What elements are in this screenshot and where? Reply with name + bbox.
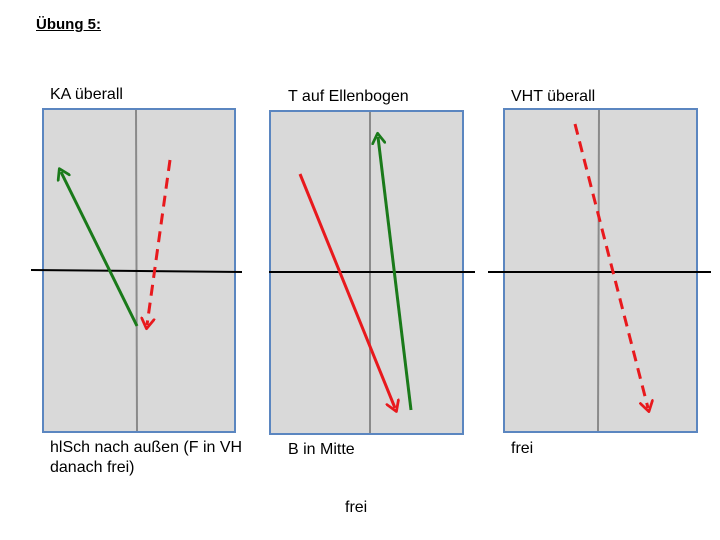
panel-3-center-line — [597, 109, 600, 432]
panel-3-bottom-label: frei — [511, 440, 534, 457]
horizontal-line-left — [30, 269, 243, 273]
panel-3-top-label: VHT überall — [511, 88, 596, 105]
panel-2-green-arrow — [378, 137, 413, 411]
panel-1-bottom-label: hlSch nach außen (F in VH danach frei) — [50, 439, 243, 476]
panel-3 — [503, 108, 698, 433]
panel-1-red-dashed-arrow — [147, 159, 172, 325]
footer-label: frei — [345, 499, 368, 516]
panel-1-top-label: KA überall — [50, 86, 123, 103]
panel-3-red-dashed-arrow — [573, 123, 648, 408]
panel-1-green-arrow — [61, 172, 139, 327]
panel-2-top-label: T auf Ellenbogen — [288, 88, 409, 105]
panel-2-red-arrow — [298, 173, 395, 408]
panel-2-bottom-label: B in Mitte — [288, 441, 355, 458]
exercise-title: Übung 5: — [36, 16, 101, 33]
